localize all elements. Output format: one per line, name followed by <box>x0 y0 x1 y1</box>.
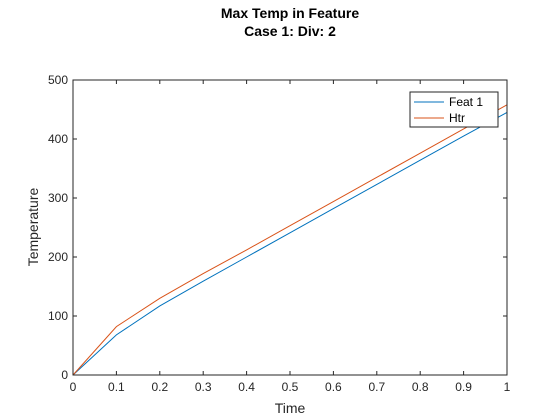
legend-label-htr: Htr <box>449 111 465 125</box>
series-line-feat-1 <box>72 112 508 376</box>
y-tick-label: 300 <box>48 191 68 205</box>
x-tick-label: 0 <box>70 380 77 394</box>
legend: Feat 1 Htr <box>409 91 499 128</box>
y-tick-label: 200 <box>48 250 68 264</box>
x-axis-label: Time <box>275 400 306 416</box>
y-tick-label: 400 <box>48 132 68 146</box>
x-tick-label: 0.6 <box>325 380 342 394</box>
axes-box <box>72 79 508 376</box>
chart-title: Max Temp in Feature <box>221 5 359 21</box>
x-tick-label: 0.4 <box>238 380 255 394</box>
y-tick-label: 500 <box>48 73 68 87</box>
x-tick-label: 0.3 <box>195 380 212 394</box>
x-tick-label: 0.1 <box>108 380 125 394</box>
x-tick-label: 0.9 <box>455 380 472 394</box>
x-tick-label: 1 <box>504 380 511 394</box>
plot-area <box>73 80 507 375</box>
y-axis-label: Temperature <box>25 187 41 266</box>
y-tick-label: 100 <box>48 309 68 323</box>
y-tick-label: 0 <box>61 368 68 382</box>
series-layer <box>72 104 508 376</box>
legend-label-feat-1: Feat 1 <box>449 95 483 109</box>
x-tick-label: 0.8 <box>412 380 429 394</box>
x-tick-label: 0.5 <box>282 380 299 394</box>
ticks-layer: 0 0.1 0.2 0.3 0.4 0.5 0.6 0.7 0.8 0.9 1 0 100 200 300 4… <box>48 73 511 394</box>
legend-box <box>409 91 499 128</box>
x-tick-label: 0.7 <box>368 380 385 394</box>
x-tick-label: 0.2 <box>151 380 168 394</box>
series-line-htr <box>72 104 508 376</box>
chart-subtitle: Case 1: Div: 2 <box>244 23 336 39</box>
